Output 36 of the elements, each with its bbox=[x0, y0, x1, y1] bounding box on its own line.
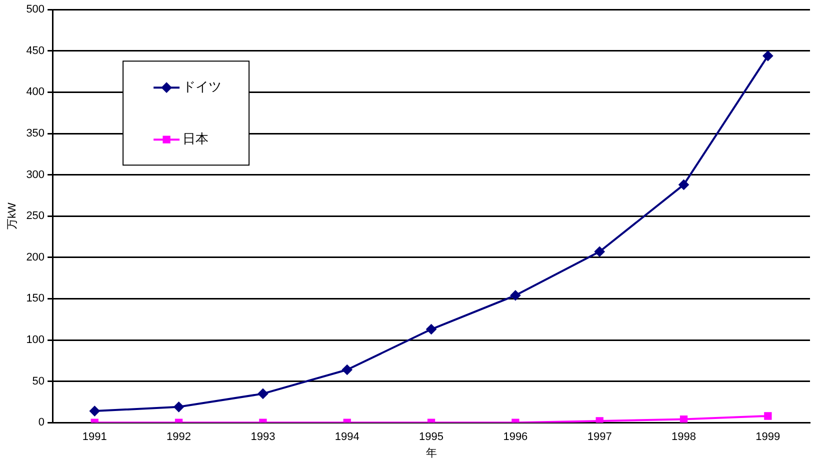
point bbox=[764, 412, 772, 420]
point bbox=[174, 402, 184, 412]
point bbox=[90, 406, 100, 416]
x-tick-label: 1999 bbox=[756, 431, 780, 444]
y-axis-title: 万kW bbox=[6, 202, 19, 230]
x-tick-label: 1998 bbox=[672, 431, 696, 444]
y-tick-label: 0 bbox=[38, 416, 45, 429]
point bbox=[680, 415, 688, 423]
x-tick-label: 1995 bbox=[419, 431, 444, 444]
y-tick-label: 250 bbox=[26, 210, 45, 222]
point bbox=[762, 50, 773, 61]
point bbox=[258, 388, 268, 399]
x-tick-label: 1994 bbox=[334, 431, 360, 444]
y-tick-label: 350 bbox=[26, 128, 45, 140]
y-tick-label: 400 bbox=[26, 86, 45, 98]
x-tick-label: 1997 bbox=[587, 431, 612, 444]
y-tick-label: 500 bbox=[26, 4, 45, 16]
y-tick-label: 450 bbox=[26, 44, 45, 57]
x-tick-label: 1993 bbox=[250, 431, 276, 444]
y-tick-label: 150 bbox=[26, 292, 45, 305]
point bbox=[426, 324, 436, 334]
legend-label: ドイツ bbox=[182, 79, 222, 94]
point bbox=[596, 417, 604, 423]
x-tick-label: 1996 bbox=[503, 431, 528, 444]
point bbox=[678, 180, 689, 190]
y-tick-label: 200 bbox=[26, 251, 45, 264]
x-tick-label: 1992 bbox=[166, 431, 192, 444]
point bbox=[342, 364, 352, 375]
legend-label: 日本 bbox=[182, 131, 209, 146]
point bbox=[510, 290, 520, 300]
y-tick-label: 50 bbox=[32, 375, 45, 388]
y-tick-label: 100 bbox=[26, 334, 45, 346]
point bbox=[594, 246, 605, 257]
x-tick-label: 1991 bbox=[82, 431, 107, 444]
y-tick-label: 300 bbox=[26, 168, 45, 181]
x-axis-title: 年 bbox=[426, 447, 437, 460]
